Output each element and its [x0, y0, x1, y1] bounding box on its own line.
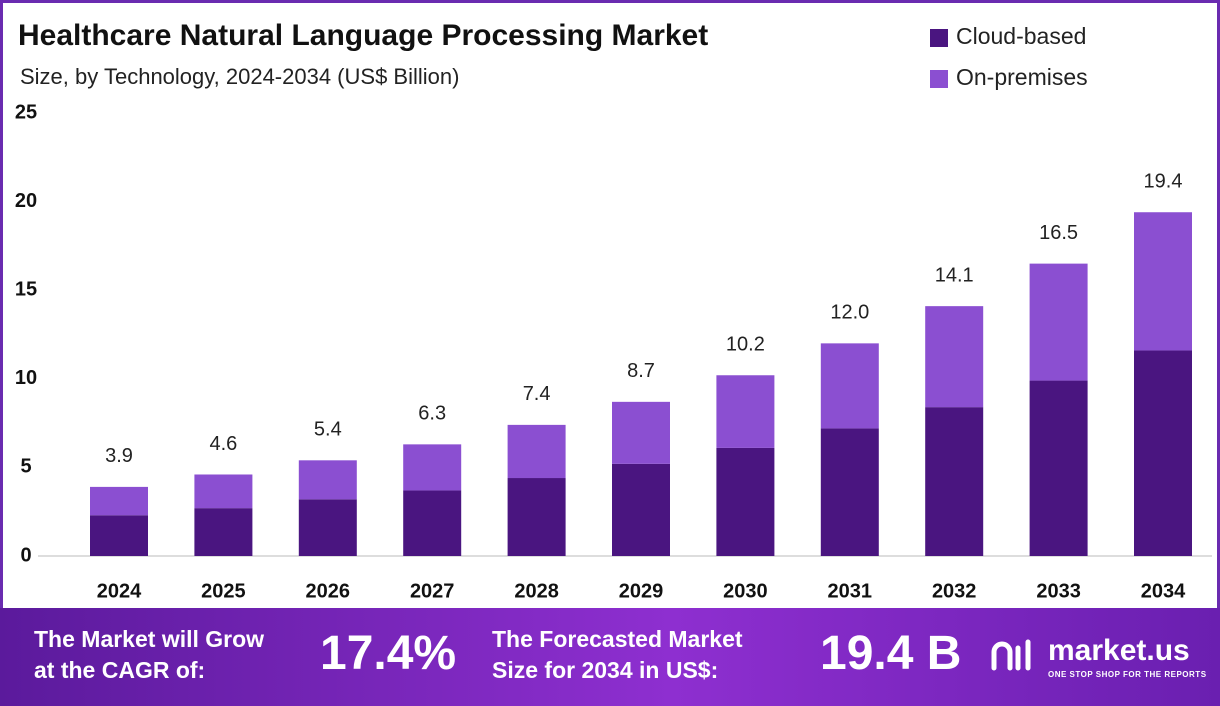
text: at the CAGR of: [34, 657, 206, 683]
bar [507, 478, 566, 556]
total-label: 5.4 [314, 419, 342, 441]
total-label: 4.6 [209, 433, 237, 455]
legend-swatch [930, 70, 948, 88]
bar [925, 306, 984, 408]
footer: The Market will Grow at the CAGR of: 17.4… [0, 608, 1220, 706]
bar [403, 490, 462, 556]
total-label: 16.5 [1039, 222, 1078, 244]
y-tick-label: 10 [15, 367, 37, 389]
text: The Market will Grow [34, 626, 265, 652]
bar [194, 474, 253, 509]
total-label: 3.9 [105, 445, 133, 467]
bar [90, 515, 148, 556]
x-tick-label: 2031 [828, 580, 873, 602]
total-label: 8.7 [627, 360, 655, 382]
bar [716, 375, 775, 448]
total-label: 6.3 [418, 403, 446, 425]
total-label: 19.4 [1144, 171, 1183, 193]
bar [403, 444, 462, 491]
bar [1029, 263, 1088, 381]
y-tick-label: 0 [20, 544, 31, 566]
legend-label: On-premises [956, 64, 1088, 90]
total-label: 7.4 [523, 383, 551, 405]
total-label: 12.0 [830, 302, 869, 324]
bar [1134, 350, 1192, 556]
x-tick-label: 2030 [723, 580, 768, 602]
x-tick-label: 2027 [410, 580, 455, 602]
x-tick-label: 2024 [97, 580, 142, 602]
bar [716, 447, 775, 556]
bar [612, 401, 670, 464]
logo: market.us [1048, 634, 1190, 667]
bar [820, 343, 879, 429]
x-tick-label: 2029 [619, 580, 664, 602]
total-label: 10.2 [726, 334, 765, 356]
cagr-label: The Market will Grow at the CAGR of: [34, 624, 264, 686]
bar [507, 424, 566, 479]
x-tick-label: 2034 [1141, 580, 1186, 602]
bar [298, 460, 357, 500]
bar [820, 428, 879, 556]
legend-label: Cloud-based [956, 23, 1086, 49]
y-tick-label: 15 [15, 278, 37, 300]
bar [612, 463, 670, 556]
bar [194, 508, 253, 556]
legend-swatch [930, 29, 948, 47]
bar [298, 499, 357, 556]
logo-icon [991, 639, 1031, 671]
y-tick-label: 20 [15, 190, 37, 212]
bar [90, 486, 148, 516]
x-tick-label: 2025 [201, 580, 246, 602]
bar [1029, 380, 1088, 556]
x-tick-label: 2032 [932, 580, 977, 602]
chart: Healthcare Natural Language Processing M… [0, 0, 1220, 608]
x-tick-label: 2026 [306, 580, 351, 602]
forecast-label: The Forecasted Market Size for 2034 in US… [492, 624, 743, 686]
chart-subtitle: Size, by Technology, 2024-2034 (US$ Bill… [20, 64, 459, 89]
cagr-value: 17.4% [320, 627, 457, 680]
y-tick-label: 25 [15, 101, 37, 123]
total-label: 14.1 [935, 264, 974, 286]
x-tick-label: 2033 [1036, 580, 1081, 602]
text: Size for 2034 in US$: [492, 657, 719, 683]
text: The Forecasted Market [492, 626, 743, 652]
tagline: ONE STOP SHOP FOR THE REPORTS [1048, 670, 1207, 679]
frame [0, 0, 1220, 608]
y-tick-label: 5 [20, 456, 31, 478]
x-tick-label: 2028 [514, 580, 559, 602]
bar [925, 407, 984, 556]
forecast-value: 19.4 B [820, 627, 962, 680]
bar [1134, 212, 1192, 351]
chart-title: Healthcare Natural Language Processing M… [18, 19, 708, 52]
